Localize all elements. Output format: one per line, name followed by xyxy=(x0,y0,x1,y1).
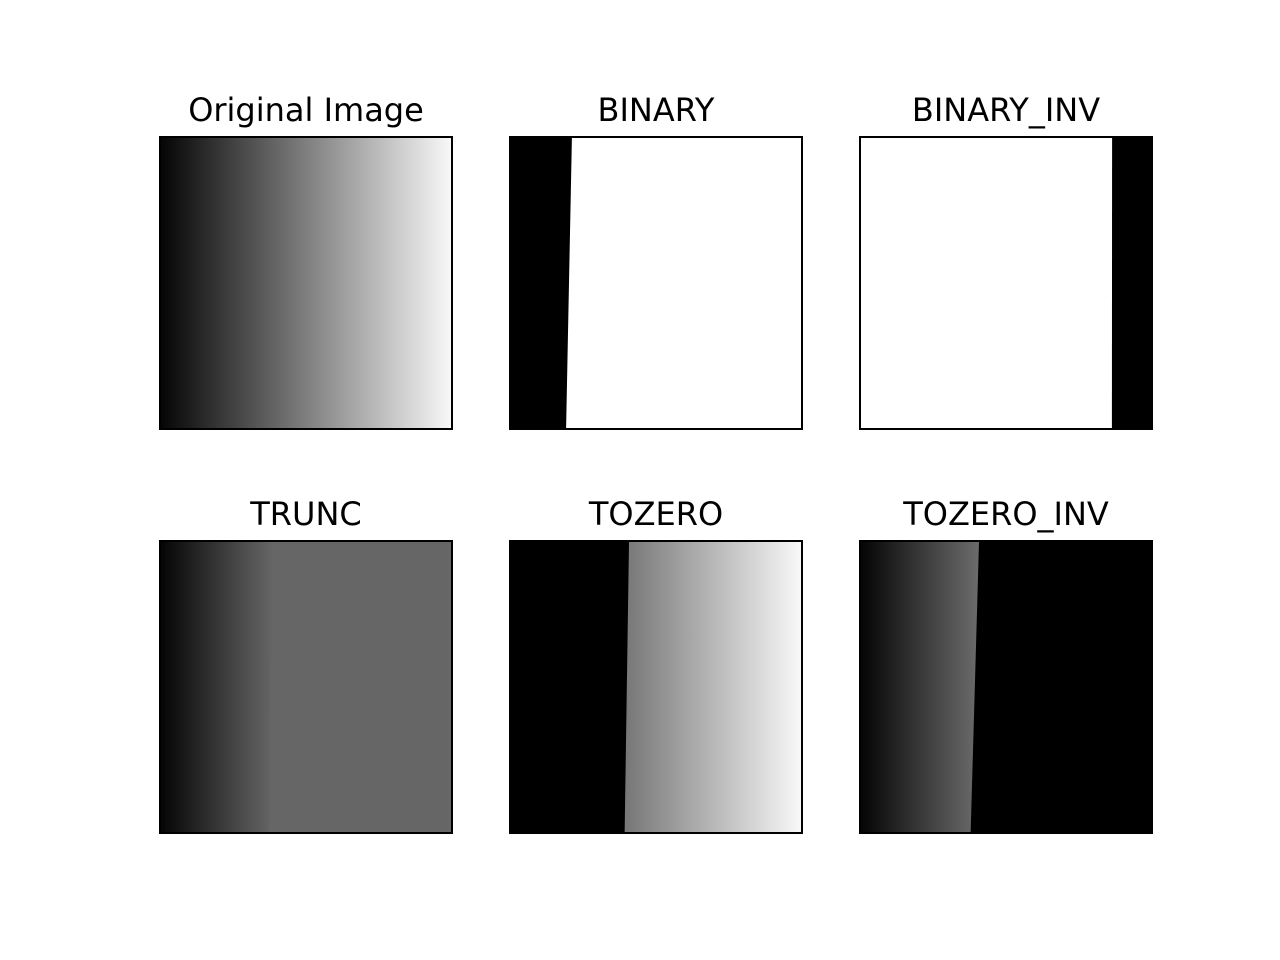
gradient-fill xyxy=(161,138,451,428)
binary-image-svg xyxy=(511,138,801,428)
panel-title: TOZERO xyxy=(588,495,724,533)
gradient-region xyxy=(861,542,979,832)
black-region xyxy=(511,138,572,428)
gradient-region xyxy=(624,542,801,832)
trunc-image-svg xyxy=(161,542,451,832)
tozero-inv-image xyxy=(859,540,1153,834)
gradient-region xyxy=(161,542,273,832)
binary-inv-image-svg xyxy=(861,138,1151,428)
binary-image xyxy=(509,136,803,430)
panel-title: Original Image xyxy=(188,91,424,129)
panel-title: BINARY xyxy=(597,91,715,129)
tozero-inv-image-svg xyxy=(861,542,1151,832)
binary-inv-image xyxy=(859,136,1153,430)
tozero-image xyxy=(509,540,803,834)
panel-title: TRUNC xyxy=(250,495,362,533)
panel-title: BINARY_INV xyxy=(911,91,1101,129)
panel-title: TOZERO_INV xyxy=(903,495,1109,533)
black-region xyxy=(1111,138,1151,428)
tozero-image-svg xyxy=(511,542,801,832)
original-image-svg xyxy=(161,138,451,428)
white-region xyxy=(861,138,1151,428)
original-image xyxy=(159,136,453,430)
trunc-image xyxy=(159,540,453,834)
